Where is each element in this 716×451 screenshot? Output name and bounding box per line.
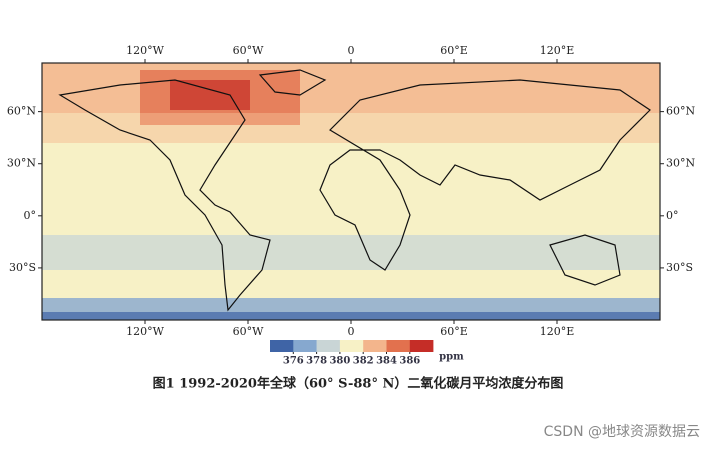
y-tick-label: 60°N [666,105,695,118]
colorbar-tick-label: 380 [329,356,350,367]
y-tick-label: 30°N [666,157,695,170]
y-tick-label: 0° [666,209,679,222]
x-tick-label: 120°E [540,325,575,338]
colorbar-tick-label: 384 [376,356,397,367]
colorbar-tick-label: 386 [399,356,420,367]
y-tick-label: 30°S [9,261,36,274]
colorbar-swatch [409,340,434,352]
x-tick-label: 60°W [233,325,264,338]
colorbar-swatch [386,340,411,352]
colorbar-swatch [270,340,294,352]
colorbar-swatch [339,340,364,352]
x-tick-label: 120°W [126,44,164,57]
colorbar-tick-label: 382 [353,356,374,367]
x-tick-label: 120°E [540,44,575,57]
y-tick-label: 0° [24,209,37,222]
x-tick-label: 0 [348,44,355,57]
watermark: CSDN @地球资源数据云 [544,424,700,440]
colorbar-tick-label: 376 [283,356,304,367]
coastlines [58,69,651,312]
y-tick-label: 30°N [7,157,36,170]
colorbar-swatch [293,340,317,352]
colorbar-swatch [363,340,387,352]
map-field [42,63,660,320]
x-tick-label: 0 [348,325,355,338]
colorbar-unit: ppm [439,352,464,363]
x-tick-label: 60°E [440,325,468,338]
x-tick-label: 120°W [126,325,164,338]
colorbar-swatch [316,340,341,352]
colorbar-tick-label: 378 [306,356,327,367]
x-tick-label: 60°E [440,44,468,57]
caption: 图1 1992-2020年全球（60° S-88° N）二氧化碳月平均浓度分布图 [153,376,564,392]
y-tick-label: 30°S [666,261,693,274]
x-tick-label: 60°W [233,44,264,57]
y-tick-label: 60°N [7,105,36,118]
